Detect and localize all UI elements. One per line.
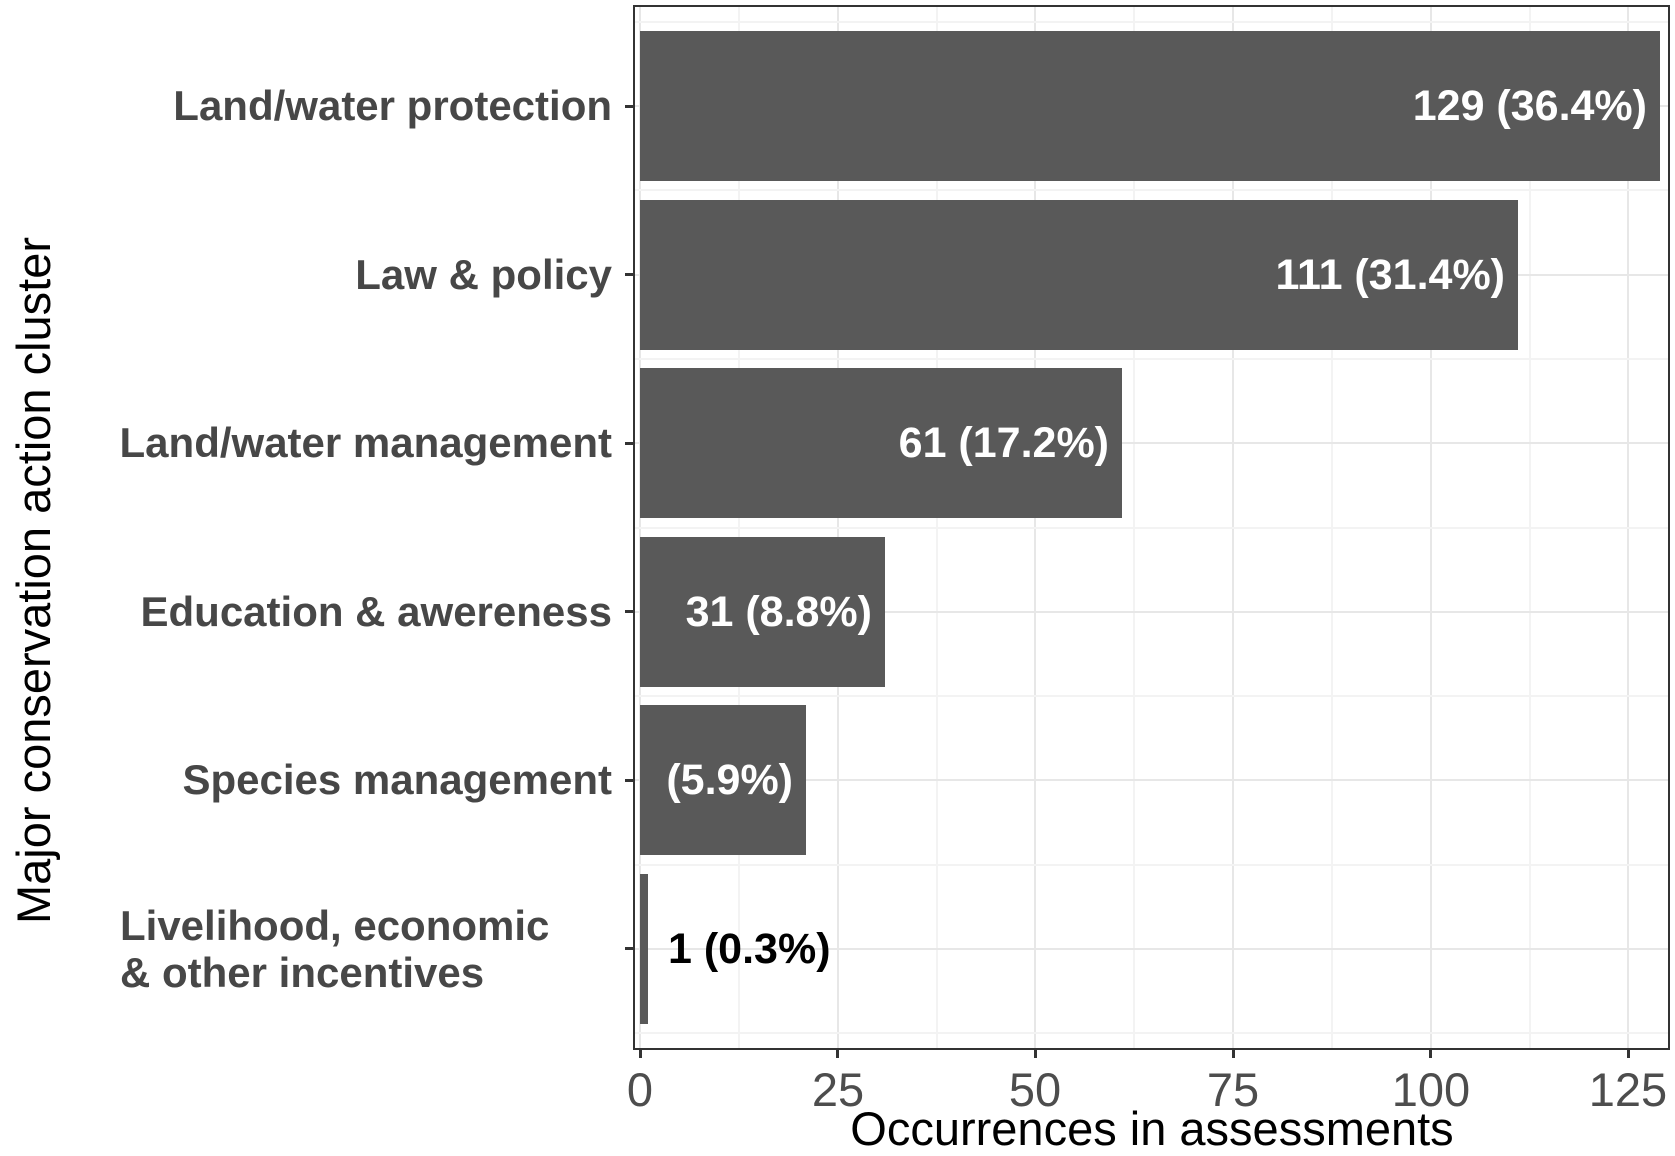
x-axis-tick-mark (639, 1050, 642, 1058)
x-axis-tick-mark (1232, 1050, 1235, 1058)
bar-value-label: 129 (36.4%) (1412, 82, 1647, 130)
x-axis-tick-mark (1627, 1050, 1630, 1058)
x-axis-title: Occurrences in assessments (850, 1102, 1454, 1155)
bar-value-label: (5.9%) (666, 756, 793, 804)
y-tick-label: Education & awereness (140, 588, 613, 635)
y-axis-tick-mark (625, 442, 633, 445)
gridline-minor-horizontal (635, 189, 1668, 192)
gridline-minor-horizontal (635, 357, 1668, 360)
bar (640, 31, 1660, 181)
gridline-minor-horizontal (635, 1032, 1668, 1035)
x-tick-label: 100 (1391, 1063, 1471, 1116)
bar-value-label: 111 (31.4%) (1275, 251, 1505, 299)
gridline-major-horizontal (635, 610, 1668, 613)
gridline-major-horizontal (635, 947, 1668, 950)
bar-value-label: 1 (0.3%) (668, 925, 831, 973)
gridline-minor-horizontal (635, 695, 1668, 698)
x-axis-tick-mark (1429, 1050, 1432, 1058)
y-tick-label: Livelihood, economic & other incentives (120, 901, 550, 996)
x-axis-tick-mark (1034, 1050, 1037, 1058)
bar (640, 537, 885, 687)
x-tick-label: 50 (1008, 1063, 1062, 1116)
gridline-major-horizontal (635, 779, 1668, 782)
y-axis-tick-mark (625, 947, 633, 950)
y-axis-tick-mark (625, 105, 633, 108)
x-tick-label: 75 (1206, 1063, 1260, 1116)
bar-value-label: 31 (8.8%) (685, 588, 872, 636)
y-axis-tick-mark (625, 273, 633, 276)
bar (640, 705, 806, 855)
bar (640, 200, 1518, 350)
y-tick-label: Law & policy (355, 251, 612, 298)
y-tick-label: Land/water management (119, 419, 612, 466)
gridline-major-horizontal (635, 442, 1668, 445)
y-axis-tick-mark (625, 779, 633, 782)
y-axis-tick-mark (625, 610, 633, 613)
bar-value-label: 61 (17.2%) (898, 419, 1109, 467)
gridline-minor-horizontal (635, 526, 1668, 529)
x-tick-label: 125 (1588, 1063, 1668, 1116)
x-tick-label: 0 (626, 1063, 654, 1116)
y-tick-label: Land/water protection (173, 82, 612, 129)
gridline-minor-horizontal (635, 863, 1668, 866)
y-tick-label: Species management (182, 756, 612, 803)
x-tick-label: 25 (811, 1063, 865, 1116)
y-axis-title: Major conservation action cluster (7, 236, 60, 924)
bar (640, 368, 1122, 518)
x-axis-tick-mark (836, 1050, 839, 1058)
gridline-minor-horizontal (635, 20, 1668, 23)
bar (640, 874, 648, 1024)
